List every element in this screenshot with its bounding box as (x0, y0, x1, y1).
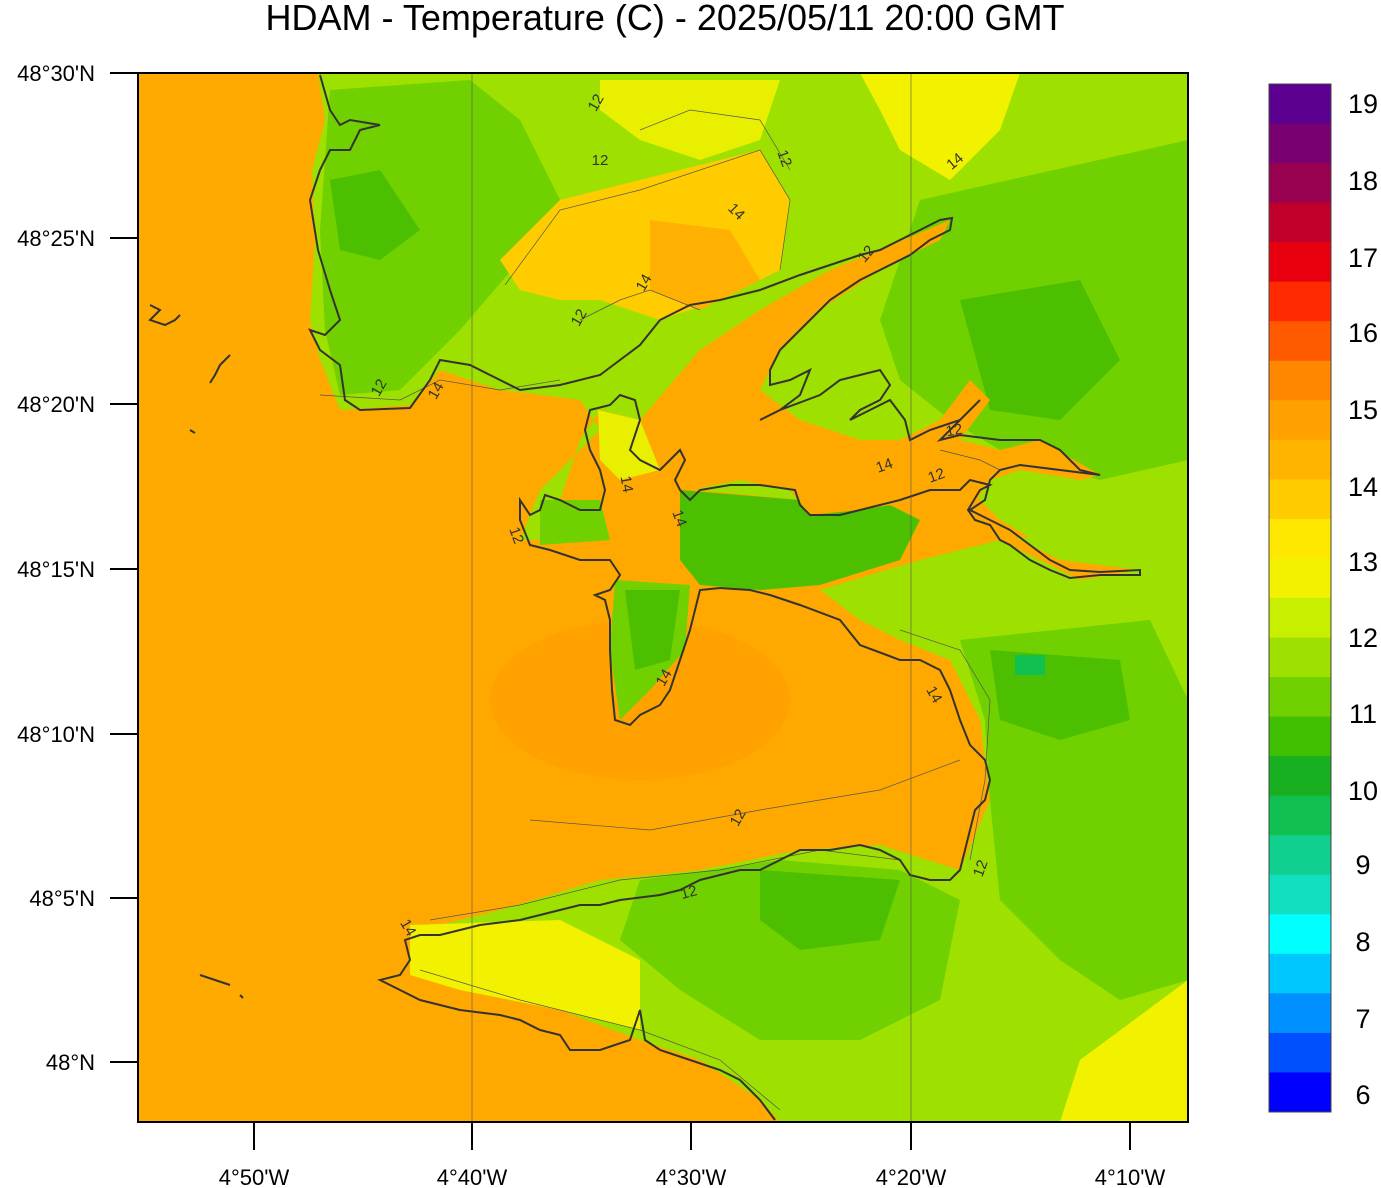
x-tick-label: 4°50'W (219, 1165, 290, 1188)
contour-label: 14 (668, 508, 690, 529)
colorbar-label: 6 (1355, 1080, 1370, 1110)
colorbar-swatch (1269, 953, 1331, 994)
colorbar-label: 11 (1349, 699, 1377, 729)
land-south-dark (760, 870, 900, 950)
colorbar: 19 18 17 16 15 14 13 12 11 10 9 8 7 6 (1268, 83, 1378, 1113)
colorbar-swatch (1269, 993, 1331, 1034)
colorbar-label: 19 (1348, 89, 1378, 119)
colorbar-swatch (1269, 163, 1331, 204)
contour-label: 12 (926, 465, 947, 487)
colorbar-swatch (1269, 242, 1331, 283)
land-north-orange (650, 220, 760, 310)
land-crozon-east (680, 490, 920, 590)
coastline (148, 74, 1141, 1121)
colorbar-swatch (1269, 400, 1331, 441)
colorbar-swatch (1269, 756, 1331, 797)
land-crozon-south-dark (625, 590, 680, 670)
colorbar-label: 15 (1348, 395, 1378, 425)
map-title: HDAM - Temperature (C) - 2025/05/11 20:0… (266, 0, 1065, 38)
y-tick-label: 48°15'N (17, 557, 95, 582)
colorbar-label: 17 (1348, 243, 1378, 273)
plot-frame (137, 72, 1189, 1123)
colorbar-swatch (1269, 439, 1331, 480)
colorbar-swatch (1269, 202, 1331, 243)
land-north-dark (330, 170, 420, 260)
contour-label: 12 (368, 376, 391, 399)
x-axis: 4°50'W 4°40'W 4°30'W 4°20'W 4°10'W (219, 1122, 1166, 1188)
contour-label: 12 (568, 306, 591, 329)
sea-west (138, 73, 318, 1122)
contour-lines (319, 109, 1001, 1111)
y-tick-label: 48°N (46, 1050, 95, 1075)
colorbar-swatch (1269, 123, 1331, 164)
colorbar-swatch (1269, 360, 1331, 401)
colorbar-label: 9 (1355, 850, 1370, 880)
colorbar-label: 16 (1348, 318, 1378, 348)
contour-label: 12 (773, 148, 795, 169)
colorbar-label: 10 (1348, 776, 1378, 806)
contour-label: 12 (727, 806, 750, 829)
colorbar-swatch (1269, 518, 1331, 559)
contour-label: 14 (874, 455, 895, 477)
contour-label: 14 (425, 379, 448, 402)
land-ne-dark (960, 280, 1120, 420)
contour-label: 14 (653, 666, 676, 689)
contour-label: 12 (505, 525, 527, 546)
colorbar-swatch (1269, 1032, 1331, 1073)
colorbar-swatch (1269, 637, 1331, 678)
colorbar-swatch (1269, 795, 1331, 836)
y-tick-label: 48°30'N (17, 61, 95, 86)
contour-label: 14 (922, 683, 945, 706)
grid-lines (471, 73, 912, 1122)
land-north-yellow (600, 80, 780, 160)
contour-label: 12 (945, 421, 964, 441)
colorbar-swatch (1269, 914, 1331, 955)
land-north-yellow-east (860, 73, 1020, 180)
colorbar-frame (1268, 83, 1332, 1113)
land-se-yellow (1060, 980, 1188, 1122)
colorbar-swatch (1269, 84, 1331, 125)
colorbar-label: 18 (1348, 166, 1378, 196)
y-tick-label: 48°10'N (17, 722, 95, 747)
colorbar-label: 8 (1355, 927, 1370, 957)
colorbar-swatch (1269, 1072, 1331, 1113)
y-tick-label: 48°25'N (17, 226, 95, 251)
land-crozon (540, 500, 610, 545)
x-tick-label: 4°40'W (437, 1165, 508, 1188)
y-axis: 48°30'N 48°25'N 48°20'N 48°15'N 48°10'N 48°5'… (17, 61, 138, 1075)
contour-label: 14 (617, 475, 637, 494)
y-tick-label: 48°5'N (29, 886, 95, 911)
rade-de-brest (640, 220, 1140, 580)
colorbar-swatch (1269, 321, 1331, 362)
colorbar-label: 12 (1348, 623, 1378, 653)
contour-label: 12 (585, 91, 608, 114)
x-tick-label: 4°10'W (1095, 1165, 1166, 1188)
colorbar-label: 7 (1355, 1004, 1370, 1034)
colorbar-swatch (1269, 677, 1331, 718)
colorbar-swatch (1269, 558, 1331, 599)
colorbar-swatch (1269, 716, 1331, 757)
colorbar-label: 13 (1348, 547, 1378, 577)
colorbar-swatch (1269, 479, 1331, 520)
colorbar-label: 14 (1348, 472, 1378, 502)
contour-label: 12 (970, 858, 992, 879)
colorbar-swatch (1269, 598, 1331, 639)
colorbar-swatch (1269, 874, 1331, 915)
x-tick-label: 4°20'W (876, 1165, 947, 1188)
contour-label: 12 (679, 882, 700, 903)
contour-label: 12 (592, 152, 609, 169)
colorbar-swatch (1269, 835, 1331, 876)
y-tick-label: 48°20'N (17, 392, 95, 417)
x-tick-label: 4°30'W (656, 1165, 727, 1188)
colorbar-swatch (1269, 281, 1331, 322)
land-north-green (320, 80, 560, 395)
contour-label: 14 (633, 271, 656, 294)
contour-label: 14 (396, 916, 419, 939)
land-east-cool (1015, 655, 1045, 675)
land-south-yellow (410, 920, 640, 1030)
